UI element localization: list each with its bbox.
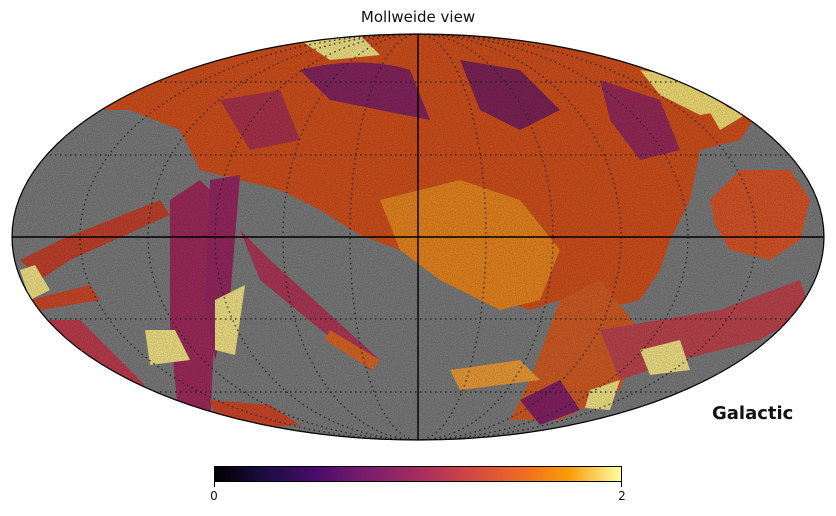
colorbar-min-label: 0 <box>210 489 218 503</box>
colorbar-tick-max <box>621 482 622 487</box>
colorbar-tick-min <box>214 482 215 487</box>
map-outline <box>11 33 825 441</box>
coordinate-system-label: Galactic <box>712 403 794 424</box>
colorbar-max-label: 2 <box>618 489 626 503</box>
map-title: Mollweide view <box>360 8 476 26</box>
colorbar <box>214 466 622 482</box>
